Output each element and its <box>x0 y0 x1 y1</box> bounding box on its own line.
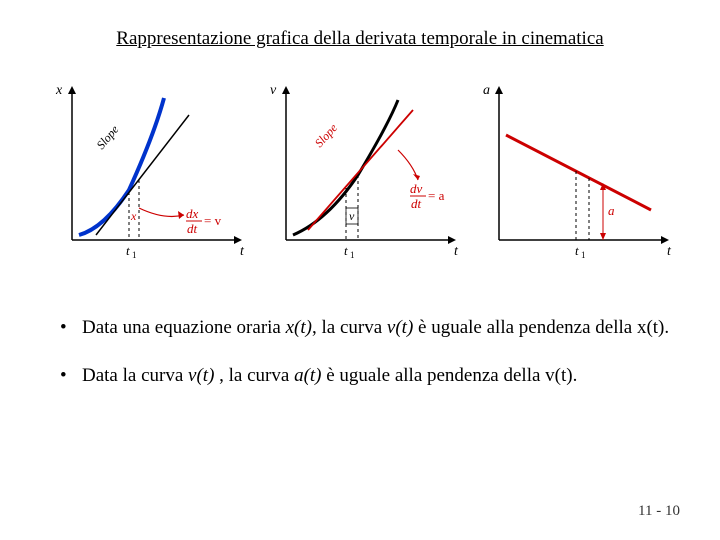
ylabel-a: a <box>483 83 490 98</box>
slope-label-v: Slope <box>311 120 340 150</box>
height-label-a: a <box>608 203 615 218</box>
svg-text:= v: = v <box>204 213 222 228</box>
height-label-v: v <box>349 209 355 223</box>
chart-a: a t a t 1 <box>471 80 676 270</box>
charts-row: x t Slope x dx dt = v t 1 <box>40 80 680 270</box>
svg-text:1: 1 <box>132 250 137 260</box>
ylabel-v: v <box>270 83 277 98</box>
svg-text:= a: = a <box>428 188 445 203</box>
xlabel-t: t <box>240 244 245 259</box>
formula-x: dx <box>186 206 199 221</box>
bullet-2: • Data la curva v(t) , la curva a(t) è u… <box>60 363 680 389</box>
page-number: 11 - 10 <box>638 503 680 520</box>
svg-text:dt: dt <box>187 221 198 236</box>
bullet-marker: • <box>60 315 82 341</box>
tick-t1-x: t <box>126 243 130 258</box>
ylabel-x: x <box>55 83 63 98</box>
bullet-marker: • <box>60 363 82 389</box>
bullet-1: • Data una equazione oraria x(t), la cur… <box>60 315 680 341</box>
svg-text:t: t <box>454 244 459 259</box>
page-title: Rappresentazione grafica della derivata … <box>40 28 680 50</box>
bullet-1-text: Data una equazione oraria x(t), la curva… <box>82 315 680 341</box>
svg-text:t: t <box>667 244 672 259</box>
bullet-list: • Data una equazione oraria x(t), la cur… <box>40 315 680 388</box>
x-curve <box>79 98 164 235</box>
chart-x: x t Slope x dx dt = v t 1 <box>44 80 249 270</box>
tick-t1-v: t <box>344 243 348 258</box>
svg-text:dt: dt <box>411 196 422 211</box>
a-curve <box>506 135 651 210</box>
svg-text:1: 1 <box>581 250 586 260</box>
chart-v: v t Slope v dv dt = a t 1 <box>258 80 463 270</box>
svg-text:1: 1 <box>350 250 355 260</box>
height-label-x: x <box>130 209 137 223</box>
tick-t1-a: t <box>575 243 579 258</box>
slope-label-x: Slope <box>94 122 122 152</box>
formula-v: dv <box>410 181 423 196</box>
bullet-2-text: Data la curva v(t) , la curva a(t) è ugu… <box>82 363 680 389</box>
